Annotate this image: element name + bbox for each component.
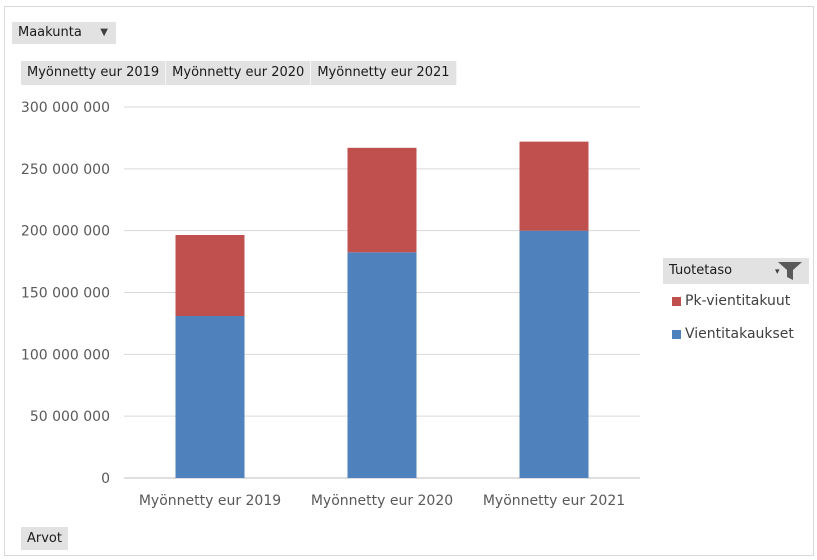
legend-label: Vientitakaukset: [685, 326, 794, 342]
filter-funnel-icon: [778, 262, 802, 280]
y-tick-label: 250 000 000: [21, 162, 110, 178]
bar-pk-vientitakuut-3[interactable]: [519, 141, 589, 231]
report-filter-button[interactable]: Maakunta ▼: [12, 22, 116, 44]
legend-field-label: Tuotetaso: [669, 263, 733, 278]
legend-field-button[interactable]: Tuotetaso ▾: [663, 258, 809, 284]
bar-pk-vientitakuut-1[interactable]: [175, 234, 245, 316]
bar-pk-vientitakuut-2[interactable]: [347, 147, 417, 253]
y-tick-label: 50 000 000: [30, 409, 110, 425]
x-tick-label: Myönnetty eur 2019: [139, 493, 281, 509]
legend-swatch: [672, 296, 681, 306]
dropdown-arrow-icon: ▼: [100, 27, 108, 38]
legend-item-pk-vientitakuut[interactable]: Pk-vientitakuut: [672, 293, 790, 309]
bar-vientitakaukset-1[interactable]: [175, 315, 245, 478]
legend-label: Pk-vientitakuut: [685, 293, 791, 309]
report-filter-label: Maakunta: [18, 25, 82, 40]
legend-item-vientitakaukset[interactable]: Vientitakaukset: [672, 326, 794, 342]
column-field-button-2019[interactable]: Myönnetty eur 2019: [21, 61, 167, 85]
column-field-button-2021[interactable]: Myönnetty eur 2021: [311, 61, 457, 85]
dropdown-arrow-icon: ▾: [775, 267, 780, 277]
legend-swatch: [672, 329, 681, 339]
y-tick-label: 150 000 000: [21, 286, 110, 302]
x-tick-label: Myönnetty eur 2021: [483, 493, 625, 509]
column-field-buttons: Myönnetty eur 2019 Myönnetty eur 2020 My…: [21, 61, 457, 85]
values-field-button[interactable]: Arvot: [21, 527, 68, 550]
bar-vientitakaukset-2[interactable]: [347, 252, 417, 478]
y-tick-label: 200 000 000: [21, 224, 110, 240]
y-tick-label: 300 000 000: [21, 100, 110, 116]
y-tick-label: 0: [101, 471, 110, 487]
column-field-button-2020[interactable]: Myönnetty eur 2020: [166, 61, 312, 85]
x-tick-label: Myönnetty eur 2020: [311, 493, 453, 509]
y-tick-label: 100 000 000: [21, 347, 110, 363]
bar-vientitakaukset-3[interactable]: [519, 230, 589, 478]
